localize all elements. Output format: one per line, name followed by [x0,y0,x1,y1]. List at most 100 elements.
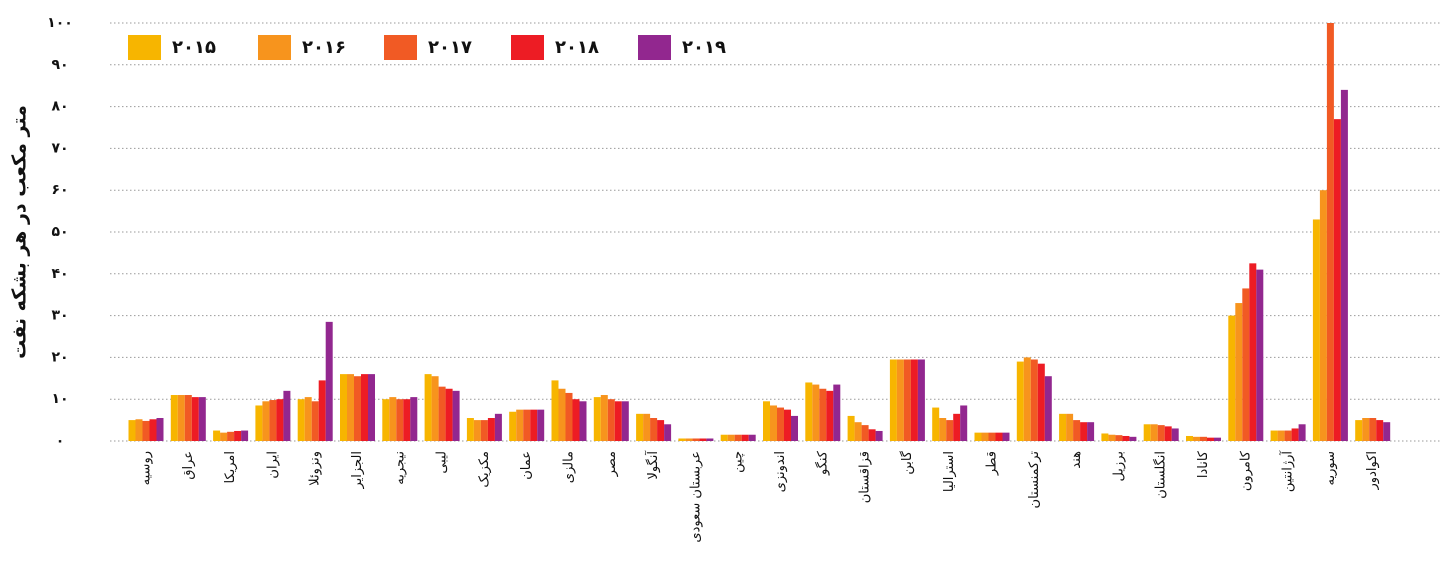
x-tick-label: گابن [899,450,915,474]
bar [487,418,495,441]
bar [480,420,488,441]
bar [1207,437,1214,441]
y-tick-label: ۵۰ [51,224,68,240]
bar [424,374,432,441]
bar [875,430,883,441]
legend-swatch [128,35,161,60]
bar [960,405,968,441]
bar [184,395,192,441]
legend-label: ۲۰۱۸ [555,37,599,58]
x-axis-labels: روسیه عراق امریکا ایران ونزوئلا الجزایر نیجریه… [139,450,1381,543]
x-tick-label: روسیه [139,451,154,485]
bar [1002,432,1010,441]
bar [621,401,629,441]
y-tick-label: ۳۰ [51,308,68,324]
bar [347,374,354,441]
bar [903,359,911,441]
bar [396,399,404,441]
bar [974,432,982,441]
legend-swatch [384,35,417,60]
bar [220,432,228,441]
bar [1355,420,1363,441]
bar [311,401,319,441]
bar [565,392,573,441]
bar [1362,418,1370,441]
legend-swatch [511,35,544,60]
bar [614,401,622,441]
bar [784,409,791,441]
bar [910,359,918,441]
bar [1291,428,1299,441]
y-tick-label: ۶۰ [51,182,68,198]
bar [558,388,566,441]
x-tick-label: آنگولا [644,450,661,480]
bar [382,399,390,441]
bar [791,415,798,441]
bar [643,413,651,441]
bar [727,434,735,441]
bar [1235,303,1243,441]
x-tick-label: ایران [265,451,280,479]
x-tick-label: لیبی [435,451,450,474]
x-tick-label: آرژانتین [1279,450,1296,493]
bar [1256,269,1264,441]
bar [191,397,199,441]
bar [1284,430,1292,441]
y-tick-label: ۲۰ [51,349,68,365]
x-tick-label: عربستان سعودی [688,451,703,543]
y-tick-label: ۱۰۰ [47,15,73,31]
bar [156,418,164,441]
bar [135,419,143,441]
bar [847,415,855,441]
x-tick-label: عمان [519,451,534,480]
bar [1087,422,1095,441]
bar [340,374,347,441]
bar [819,388,827,441]
bar [763,401,770,441]
x-tick-label: اکوادور [1365,451,1380,490]
bar [1340,89,1348,441]
y-tick-label: ۷۰ [51,140,68,156]
bar [1150,424,1158,441]
bar [523,409,531,441]
bar [241,430,249,441]
bar [1115,435,1123,441]
x-tick-label: کانادا [1196,450,1211,478]
bar [368,374,375,441]
bar [516,409,524,441]
bar [466,418,474,441]
bar [1228,315,1236,441]
bar [939,418,947,441]
bar [304,397,312,441]
bar [1193,436,1200,441]
x-tick-label: چین [731,451,746,473]
bar [473,420,481,441]
bar [854,422,862,441]
legend: ۲۰۱۵ ۲۰۱۶ ۲۰۱۷ ۲۰۱۸ ۲۰۱۹ [128,35,726,60]
bar [1270,430,1278,441]
bar [1157,425,1165,441]
x-tick-label: سوریه [1323,451,1338,485]
bar [255,405,263,441]
bar [748,434,756,441]
bar [1101,433,1109,441]
bar [579,401,587,441]
legend-swatch [638,35,671,60]
bar [664,424,672,441]
y-tick-label: ۹۰ [51,57,68,73]
x-tick-label: امریکا [223,451,238,484]
bar [1059,413,1067,441]
y-axis-label: متر مکعب در هر بشکه نفت [9,105,31,359]
bar [1333,119,1341,441]
bar [142,420,150,441]
bar [1376,420,1384,441]
bar [530,409,538,441]
gridlines [110,22,1440,442]
bar [1369,418,1377,441]
bar [1030,359,1038,441]
bar [213,430,221,441]
bar [636,413,644,441]
bar [678,438,686,441]
bar [685,438,693,441]
x-tick-label: استرالیا [942,451,957,492]
